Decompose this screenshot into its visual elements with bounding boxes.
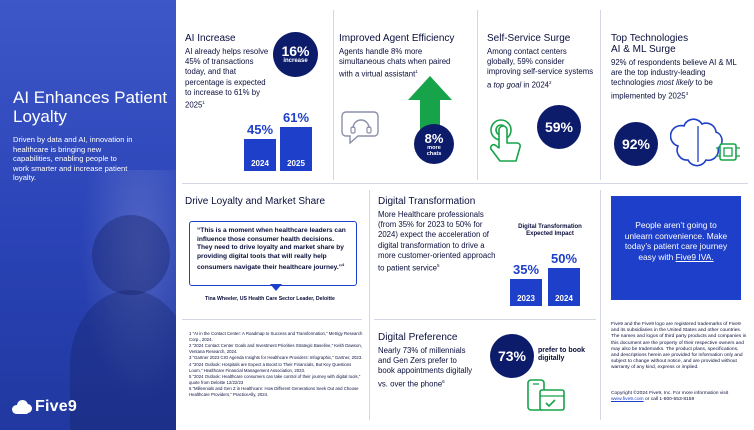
digital-preference-body: Nearly 73% of millennials and Gen Zers p…	[378, 346, 473, 389]
quote-attribution: Tina Wheeler, US Health Care Sector Lead…	[205, 296, 335, 302]
loyalty-heading: Drive Loyalty and Market Share	[185, 196, 326, 207]
divider	[374, 319, 596, 320]
chat-headset-icon	[341, 111, 379, 145]
top-tech-body: 92% of respondents believe AI & ML are t…	[611, 58, 737, 101]
logo-text: Five9	[35, 398, 77, 415]
divider	[600, 10, 601, 180]
ai-increase-badge: 16% increase	[273, 32, 318, 77]
legal-text: Five9 and the Five9 logo are registered …	[611, 322, 747, 371]
digital-transformation-bar-value-2023: 35%	[512, 262, 540, 277]
reference-item: 1 “AI in the Contact Center: A Roadmap t…	[189, 331, 363, 342]
five9-logo[interactable]: Five9	[12, 398, 77, 416]
cta-box: People aren’t going to unlearn convenien…	[611, 196, 741, 300]
agent-efficiency-body: Agents handle 8% more simultaneous chats…	[339, 47, 451, 79]
divider	[369, 190, 370, 420]
hero-title: AI Enhances Patient Loyalty	[13, 88, 168, 126]
digital-preference-side-text: prefer to book digitally	[538, 347, 586, 362]
digital-transformation-heading: Digital Transformation	[378, 196, 476, 207]
hero-photo-body	[70, 290, 176, 430]
quote-tail	[270, 284, 282, 291]
hero-photo-glow	[70, 170, 176, 430]
divider	[333, 10, 334, 180]
hero-photo-head	[92, 215, 170, 295]
digital-transformation-bar-value-2024: 50%	[550, 251, 578, 266]
agent-efficiency-badge: 8% more chats	[414, 124, 454, 164]
divider	[182, 183, 748, 184]
tap-hand-icon	[489, 119, 521, 162]
loyalty-quote-box: “This is a moment when healthcare leader…	[189, 221, 357, 286]
hero-panel: AI Enhances Patient Loyalty Driven by da…	[0, 0, 176, 430]
top-tech-heading: Top Technologies AI & ML Surge	[611, 33, 689, 55]
digital-transformation-bar-2024: 2024	[548, 268, 580, 306]
reference-item: 2 “2024 Contact Center Goals and Investm…	[189, 343, 362, 354]
digital-transformation-bar-2023: 2023	[510, 279, 542, 306]
digital-preference-badge: 73%	[490, 334, 534, 378]
divider	[477, 10, 478, 180]
reference-item: 4 “2024 Outlook: Hospitals are Expect a …	[189, 361, 352, 373]
ai-increase-body: AI already helps resolve 45% of transact…	[185, 47, 269, 110]
reference-item: 3 “Gartner 2023 CIO Agenda Insights for …	[189, 355, 363, 361]
agent-efficiency-heading: Improved Agent Efficiency	[339, 33, 455, 44]
ai-increase-bar-value-2024: 45%	[246, 122, 274, 137]
cloud-icon	[12, 399, 32, 415]
ai-increase-bar-2024: 2024	[244, 139, 276, 171]
brain-chip-icon	[670, 118, 740, 167]
references-list: 1 “AI in the Contact Center: A Roadmap t…	[189, 331, 364, 399]
ai-increase-bar-2025: 2025	[280, 127, 312, 171]
self-service-badge: 59%	[537, 105, 581, 149]
self-service-heading: Self-Service Surge	[487, 33, 571, 44]
mobile-booking-icon	[527, 379, 565, 411]
digital-transformation-chart-title: Digital Transformation Expected Impact	[518, 224, 582, 238]
ai-increase-heading: AI Increase	[185, 33, 236, 44]
divider	[600, 190, 601, 420]
website-link[interactable]: www.five9.com	[611, 397, 644, 403]
self-service-body: Among contact centers globally, 59% cons…	[487, 47, 594, 90]
digital-preference-heading: Digital Preference	[378, 332, 458, 343]
reference-item: 6 “Millennials and Gen Z in Healthcare: …	[189, 386, 359, 397]
top-tech-badge: 92%	[614, 122, 658, 166]
copyright: Copyright ©2024 Five9, Inc. For more inf…	[611, 391, 729, 403]
hero-body: Driven by data and AI, innovation in hea…	[13, 135, 133, 183]
divider	[182, 319, 362, 320]
five9-iva-link[interactable]: Five9 IVA.	[675, 251, 714, 262]
reference-item: 5 “2024 Outlook: Healthcare consumers ca…	[189, 374, 361, 385]
up-arrow-icon	[408, 76, 452, 134]
digital-transformation-body: More Healthcare professionals (from 35% …	[378, 210, 496, 273]
ai-increase-bar-value-2025: 61%	[282, 110, 310, 125]
